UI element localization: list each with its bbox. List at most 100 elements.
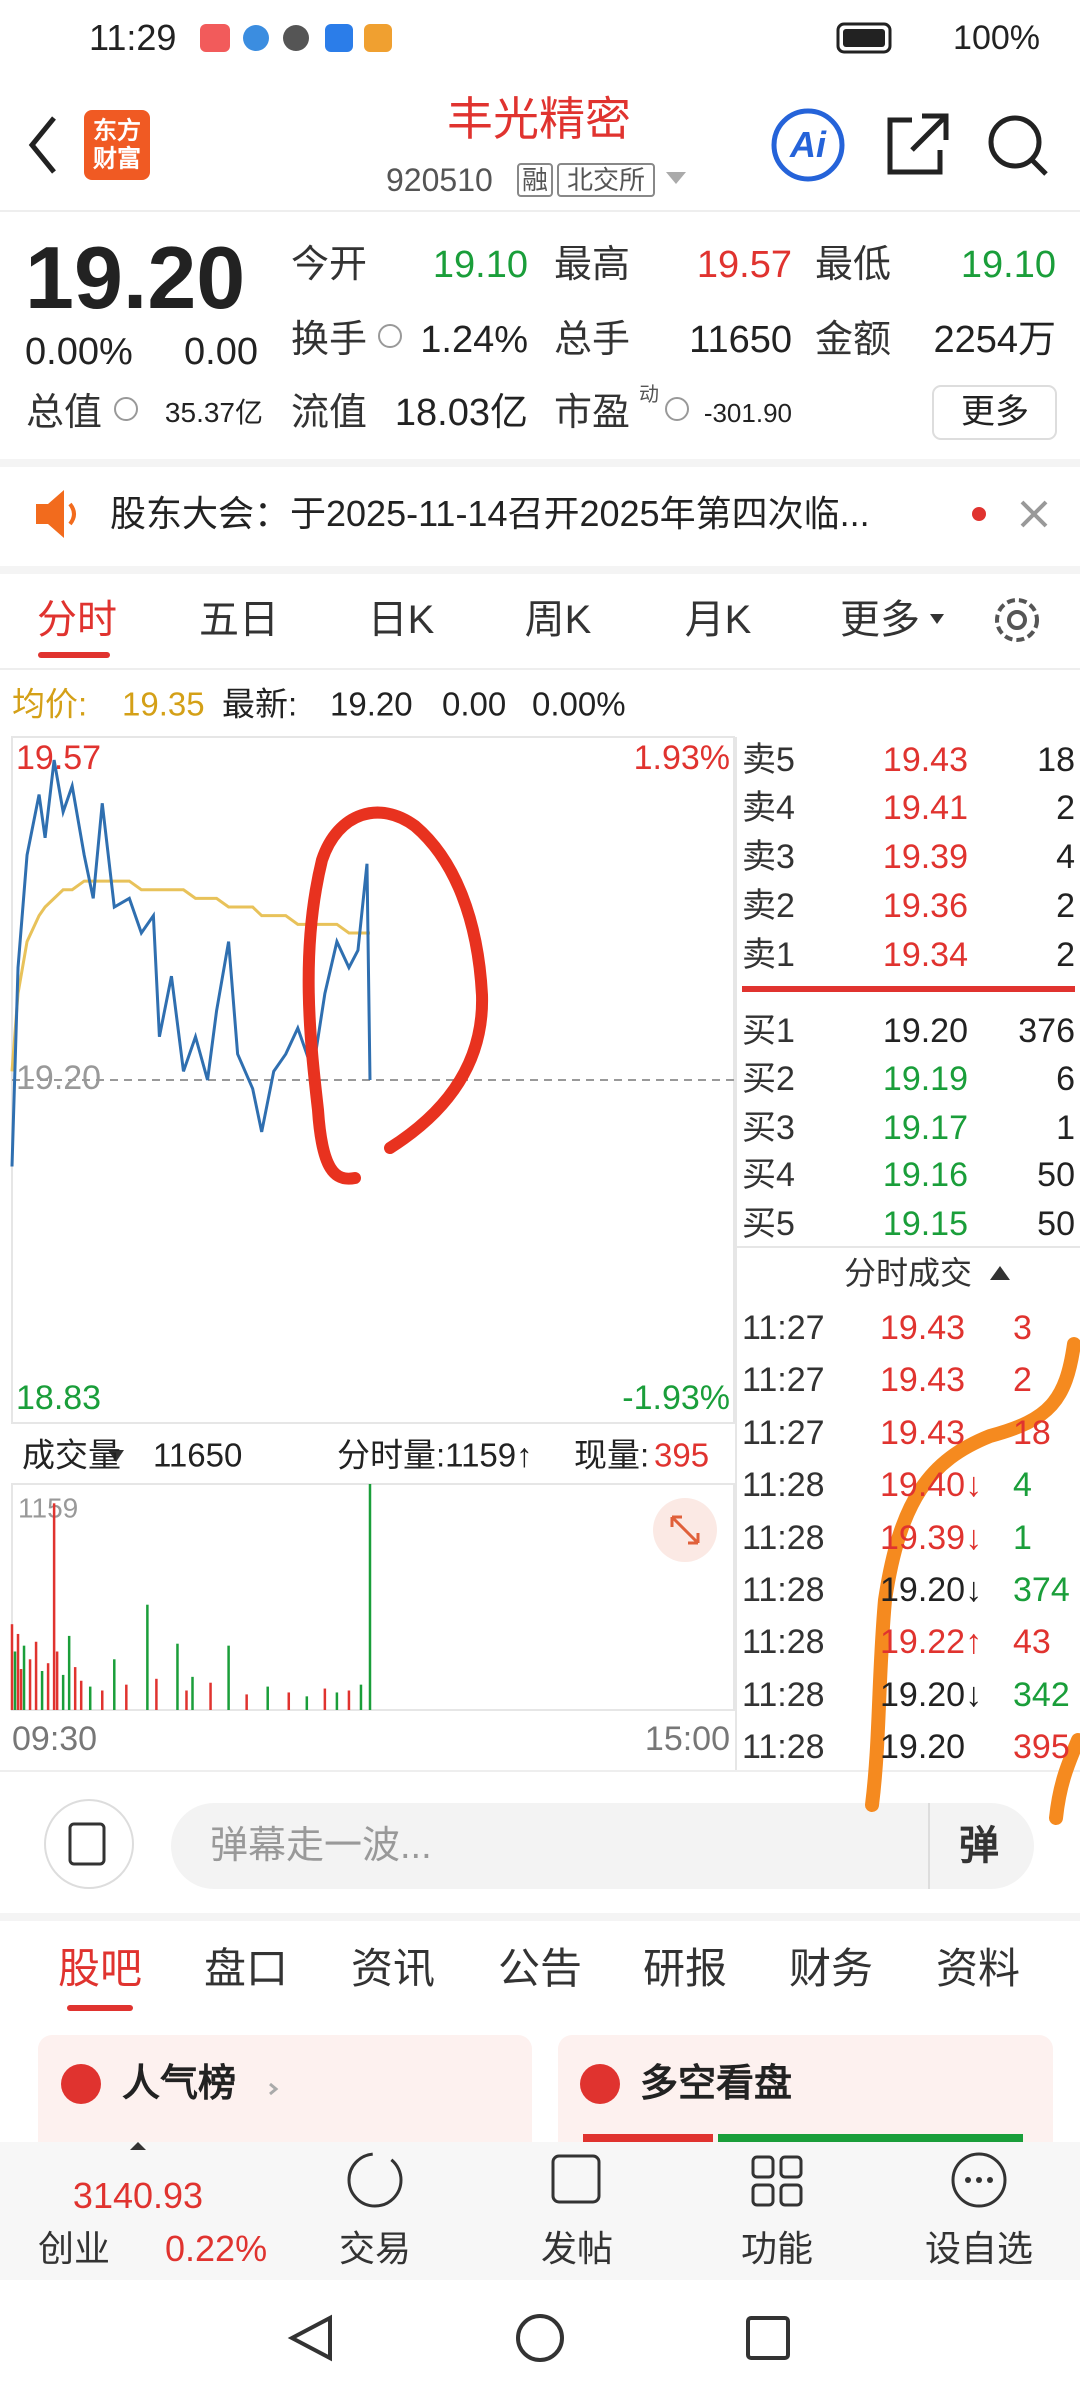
search-button[interactable] xyxy=(988,115,1042,169)
tab-underline xyxy=(38,652,110,658)
share-button[interactable] xyxy=(887,113,949,175)
settings-icon xyxy=(1007,610,1027,630)
y-tick-label: 19.57 xyxy=(16,739,101,777)
chart-tab[interactable]: 更多 xyxy=(840,598,920,642)
trade-time: 11:27 xyxy=(742,1361,825,1400)
danmaku-button[interactable]: 弹 xyxy=(959,1824,999,1868)
section-tab[interactable]: 财务 xyxy=(788,1945,874,1992)
chart-tab[interactable]: 五日 xyxy=(199,598,279,642)
volume-label[interactable]: 成交量 xyxy=(22,1436,121,1474)
volume-bar xyxy=(73,1667,77,1710)
card-title[interactable]: 人气榜 xyxy=(122,2063,237,2105)
volume-bar xyxy=(335,1692,339,1710)
app-icon xyxy=(364,24,392,52)
book-price: 19.15 xyxy=(882,1205,968,1243)
index-change[interactable]: 0.22% xyxy=(165,2228,268,2269)
function-icon xyxy=(779,2155,803,2179)
section-tab[interactable]: 资讯 xyxy=(350,1945,436,1992)
card-bar xyxy=(718,2134,1023,2144)
nav-item[interactable]: 交易 xyxy=(338,2228,412,2269)
nav-item[interactable]: 设自选 xyxy=(924,2228,1034,2269)
settings-button[interactable] xyxy=(995,598,1039,642)
field-value: 19.57 xyxy=(696,244,792,286)
trade-time: 11:28 xyxy=(742,1623,825,1662)
more-label[interactable]: 更多 xyxy=(961,393,1029,431)
system-recents[interactable] xyxy=(746,2316,790,2360)
system-back[interactable] xyxy=(287,2314,332,2362)
book-label: 卖4 xyxy=(742,789,795,827)
trade-price: 19.20↓ xyxy=(880,1571,983,1609)
notice-text[interactable]: 股东大会：于2025-11-14召开2025年第四次临... xyxy=(110,493,870,534)
pe-tag: 动 xyxy=(639,384,659,406)
dropdown-icon[interactable] xyxy=(108,1450,124,1462)
more-button[interactable] xyxy=(932,385,1057,440)
function-icon xyxy=(751,2183,775,2207)
card-title[interactable]: 多空看盘 xyxy=(640,2063,793,2105)
app-icon xyxy=(200,24,230,52)
section-tab[interactable]: 股吧 xyxy=(57,1945,143,1992)
system-home[interactable] xyxy=(516,2314,564,2362)
chart-tab[interactable]: 日K xyxy=(367,598,435,642)
post-icon[interactable] xyxy=(551,2154,601,2204)
chart-tab[interactable]: 分时 xyxy=(37,598,117,642)
volume-bar xyxy=(227,1645,230,1710)
dropdown-icon[interactable] xyxy=(666,172,686,184)
book-volume: 2 xyxy=(1056,887,1075,925)
comment-menu[interactable] xyxy=(44,1799,134,1889)
book-label: 买1 xyxy=(742,1012,795,1050)
volume-bar xyxy=(46,1663,50,1710)
volume-bar xyxy=(40,1671,44,1710)
field-label: 总值 xyxy=(26,392,103,434)
volume-bar xyxy=(61,1674,65,1710)
section-tab[interactable]: 资料 xyxy=(935,1945,1021,1992)
info-icon[interactable] xyxy=(378,324,402,348)
trades-title[interactable]: 分时成交 xyxy=(843,1255,973,1291)
trade-icon[interactable] xyxy=(347,2152,403,2208)
speaker-icon xyxy=(68,502,76,526)
info-icon[interactable] xyxy=(665,397,689,421)
dropdown-icon xyxy=(930,614,944,624)
last-price: 19.20 xyxy=(25,228,246,327)
close-button[interactable] xyxy=(1020,500,1048,528)
section-tab[interactable]: 公告 xyxy=(497,1945,583,1992)
nav-item[interactable]: 发帖 xyxy=(540,2228,614,2269)
volume-bar xyxy=(88,1686,92,1710)
info-icon[interactable] xyxy=(114,397,138,421)
trade-time: 11:28 xyxy=(742,1466,825,1505)
watchlist-icon[interactable] xyxy=(951,2152,1007,2208)
field-label: 最高 xyxy=(554,244,631,286)
volume-bar xyxy=(113,1659,116,1710)
book-label: 卖2 xyxy=(742,887,795,925)
book-label: 买3 xyxy=(742,1109,795,1147)
index-value[interactable]: 3140.93 xyxy=(72,2175,204,2216)
comment-input[interactable] xyxy=(171,1803,1034,1889)
field-value: 18.03亿 xyxy=(394,392,528,434)
section-tab[interactable]: 盘口 xyxy=(203,1945,289,1992)
section-tab[interactable]: 研报 xyxy=(642,1945,728,1992)
chart-frame xyxy=(11,736,735,1424)
comment-placeholder[interactable]: 弹幕走一波... xyxy=(210,1825,432,1867)
chart-tab[interactable]: 月K xyxy=(684,598,752,642)
index-name[interactable]: 创业 xyxy=(38,2228,111,2269)
x-tick-label: 15:00 xyxy=(645,1720,730,1758)
book-volume: 2 xyxy=(1056,936,1075,974)
chart-tab[interactable]: 周K xyxy=(524,598,592,642)
divider xyxy=(0,566,1080,574)
sort-icon xyxy=(990,1266,1010,1280)
ai-button[interactable] xyxy=(771,108,845,182)
trade-price: 19.20↓ xyxy=(880,1675,983,1714)
function-icon xyxy=(779,2183,803,2207)
app-icon xyxy=(243,25,269,51)
trade-volume: 1 xyxy=(1013,1518,1032,1557)
field-label: 流值 xyxy=(291,392,368,434)
nav-item[interactable]: 功能 xyxy=(740,2228,814,2269)
dot xyxy=(987,2177,993,2183)
ai-label[interactable]: Ai xyxy=(790,124,826,165)
function-icon[interactable] xyxy=(751,2155,775,2179)
back-button[interactable] xyxy=(28,116,56,174)
book-label: 卖1 xyxy=(742,936,795,974)
card[interactable] xyxy=(38,2035,532,2175)
book-volume: 2 xyxy=(1056,789,1075,827)
volume-bar xyxy=(368,1484,372,1710)
